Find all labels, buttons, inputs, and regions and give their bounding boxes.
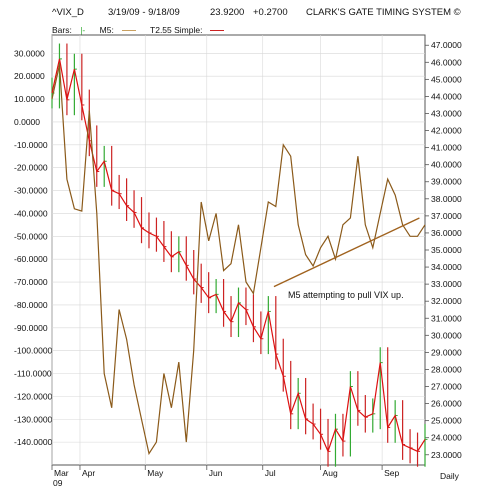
trendline [273, 217, 420, 288]
date-range-label: 3/19/09 - 9/18/09 [108, 7, 180, 18]
right-tick-label: 43.0000 [431, 108, 462, 118]
right-tick-label: 32.0000 [431, 296, 462, 306]
right-tick-label: 31.0000 [431, 313, 462, 323]
right-tick-label: 38.0000 [431, 194, 462, 204]
right-tick-label: 41.0000 [431, 143, 462, 153]
system-name-label: CLARK'S GATE TIMING SYSTEM © [306, 7, 461, 18]
m5-swatch [121, 30, 136, 32]
left-tick-label: -80.0000 [14, 300, 48, 310]
left-tick-label: -40.0000 [14, 208, 48, 218]
left-tick-label: -130.0000 [14, 414, 53, 424]
period-label: Daily [440, 471, 460, 481]
right-tick-label: 45.0000 [431, 74, 462, 84]
right-tick-label: 30.0000 [431, 330, 462, 340]
left-tick-label: 0.0000 [14, 117, 40, 127]
month-label: Apr [82, 468, 95, 478]
month-label: Mar [54, 468, 69, 478]
right-tick-label: 34.0000 [431, 262, 462, 272]
last-price-label: 23.9200 [210, 7, 245, 18]
chart-header: ^VIX_D 3/19/09 - 9/18/09 23.9200 +0.2700… [0, 0, 479, 22]
month-label: Aug [323, 468, 338, 478]
right-tick-label: 27.0000 [431, 382, 462, 392]
right-tick-label: 25.0000 [431, 416, 462, 426]
right-tick-label: 24.0000 [431, 433, 462, 443]
month-label: May [147, 468, 164, 478]
right-tick-label: 36.0000 [431, 228, 462, 238]
legend-t: T2.55 Simple: [150, 25, 230, 35]
right-tick-label: 37.0000 [431, 211, 462, 221]
t-swatch [210, 30, 225, 32]
left-tick-label: -100.0000 [14, 346, 53, 356]
left-tick-label: -60.0000 [14, 254, 48, 264]
right-tick-label: 26.0000 [431, 399, 462, 409]
right-tick-label: 47.0000 [431, 40, 462, 50]
left-tick-label: 30.0000 [14, 48, 45, 58]
right-tick-label: 46.0000 [431, 57, 462, 67]
right-tick-label: 40.0000 [431, 160, 462, 170]
left-tick-label: -90.0000 [14, 323, 48, 333]
symbol-label: ^VIX_D [52, 7, 84, 18]
month-label: Sep [384, 468, 399, 478]
left-tick-label: -20.0000 [14, 163, 48, 173]
left-tick-label: -140.0000 [14, 437, 53, 447]
right-tick-label: 39.0000 [431, 177, 462, 187]
year-label: 09 [53, 478, 63, 488]
left-tick-label: -120.0000 [14, 391, 53, 401]
left-tick-label: 20.0000 [14, 71, 45, 81]
annotation-text: M5 attempting to pull VIX up. [288, 290, 404, 300]
price-line [51, 58, 426, 453]
legend-m5: M5: [100, 25, 142, 35]
oscillator-line [51, 64, 426, 456]
right-tick-label: 23.0000 [431, 450, 462, 460]
right-tick-label: 44.0000 [431, 91, 462, 101]
left-tick-label: -110.0000 [14, 369, 52, 379]
right-tick-label: 28.0000 [431, 364, 462, 374]
chart-legend: Bars: |- M5: T2.55 Simple: [52, 25, 236, 35]
left-tick-label: -30.0000 [14, 186, 48, 196]
right-tick-label: 35.0000 [431, 245, 462, 255]
left-tick-label: -10.0000 [14, 140, 48, 150]
left-tick-label: -70.0000 [14, 277, 48, 287]
right-tick-label: 42.0000 [431, 126, 462, 136]
legend-bars: Bars: |- [52, 25, 86, 35]
month-label: Jun [209, 468, 223, 478]
left-tick-label: 10.0000 [14, 94, 45, 104]
month-label: Jul [265, 468, 276, 478]
right-tick-label: 29.0000 [431, 347, 462, 357]
change-label: +0.2700 [253, 7, 288, 18]
left-tick-label: -50.0000 [14, 231, 48, 241]
right-tick-label: 33.0000 [431, 279, 462, 289]
plot-area [51, 34, 426, 466]
